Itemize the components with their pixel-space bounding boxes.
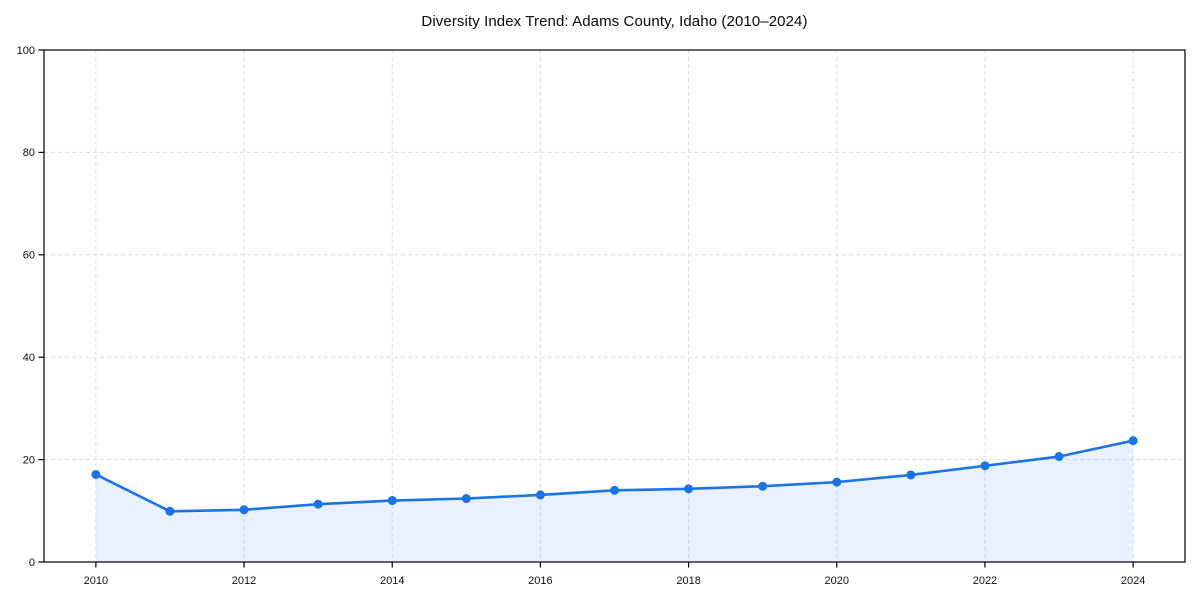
y-tick-label: 100 [17,45,35,57]
x-tick-label: 2020 [825,575,849,587]
chart-title: Diversity Index Trend: Adams County, Ida… [421,13,808,30]
data-point-marker [906,470,916,480]
data-point-marker [758,481,768,491]
y-tick-label: 0 [29,557,35,569]
x-tick-label: 2010 [84,575,108,587]
x-tick-label: 2014 [380,575,404,587]
data-point-marker [461,494,471,504]
data-point-marker [1128,436,1138,446]
plot-border [43,49,1186,563]
y-tick-label: 20 [23,454,35,466]
y-tick-label: 40 [23,352,35,364]
x-tick-label: 2012 [232,575,256,587]
data-point-marker [535,490,545,500]
x-tick-label: 2018 [676,575,700,587]
series-area [95,440,1134,562]
y-tick-label: 80 [23,147,35,159]
data-point-marker [239,505,249,515]
x-tick-label: 2024 [1121,575,1145,587]
data-point-marker [980,461,990,471]
data-point-marker [91,469,101,479]
data-point-marker [313,499,323,509]
y-tick-label: 60 [23,250,35,262]
data-point-marker [165,506,175,516]
x-tick-label: 2022 [973,575,997,587]
data-point-marker [832,477,842,487]
x-tick-label: 2016 [528,575,552,587]
data-point-marker [684,484,694,494]
data-point-marker [1054,452,1064,462]
data-point-marker [387,496,397,506]
data-point-marker [610,485,619,495]
